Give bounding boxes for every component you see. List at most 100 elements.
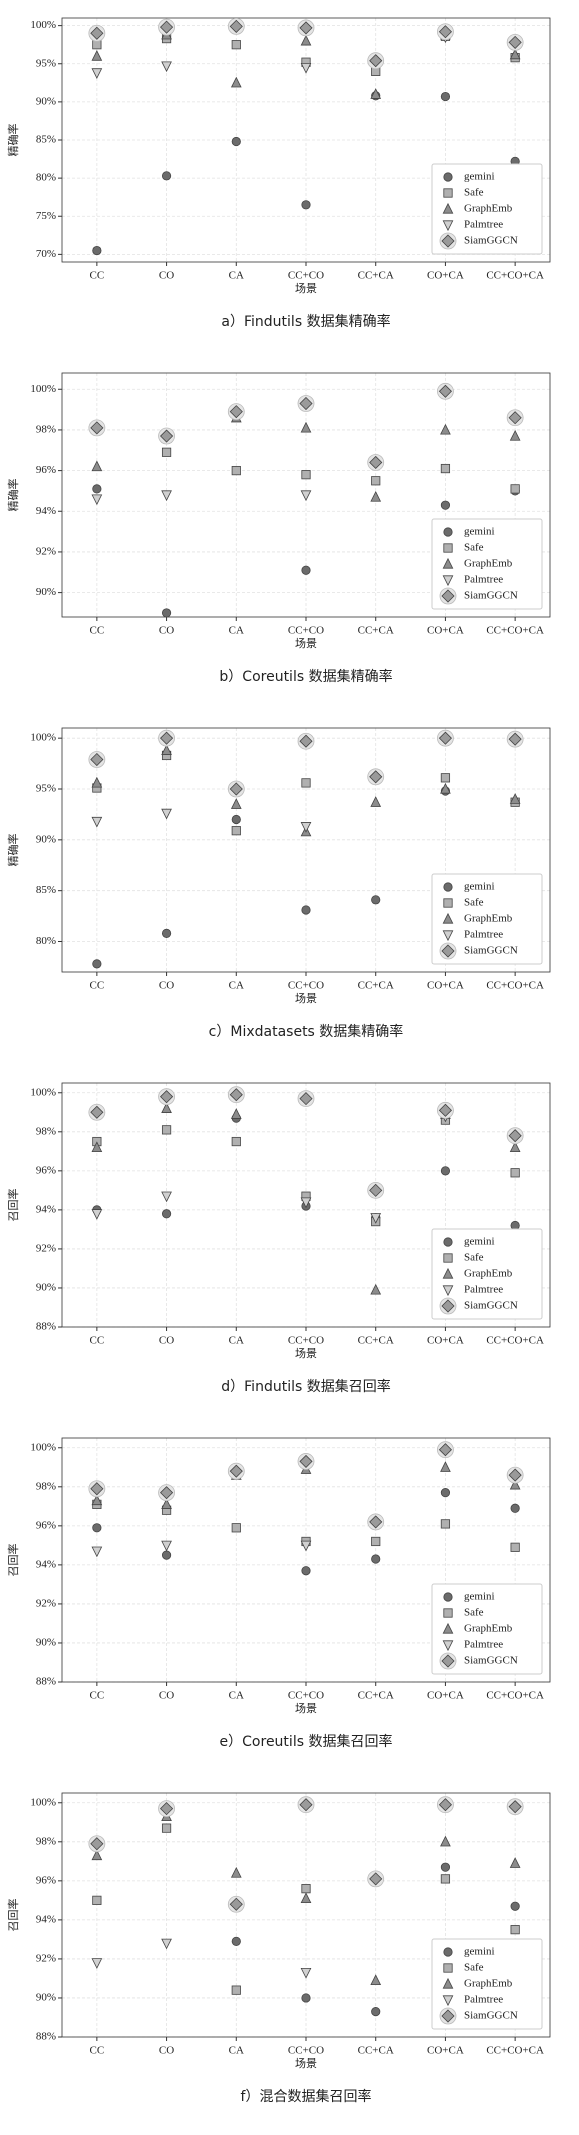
marker-shape (509, 1857, 521, 1868)
marker (509, 1478, 521, 1490)
x-tick-label: CC (90, 1335, 105, 1347)
marker (510, 484, 520, 494)
marker-shape (440, 91, 451, 102)
marker-shape (510, 1925, 520, 1935)
legend-label: GraphEmb (464, 1268, 513, 1280)
x-axis-label: 场景 (295, 1346, 317, 1360)
marker (371, 1554, 381, 1564)
marker (92, 245, 102, 256)
marker (440, 1874, 451, 1884)
marker-shape (91, 1141, 103, 1153)
marker (506, 1127, 524, 1145)
marker-shape (300, 490, 312, 502)
marker-shape (161, 808, 172, 820)
marker-shape (510, 484, 520, 494)
x-tick-label: CC+CO+CA (486, 1690, 544, 1702)
marker-shape (300, 62, 312, 74)
marker-shape (438, 731, 452, 745)
y-tick-label: 95% (36, 783, 56, 795)
marker (227, 780, 245, 798)
legend-marker (442, 1267, 454, 1279)
marker-shape (438, 1103, 452, 1117)
marker-shape (440, 1488, 451, 1498)
marker (437, 729, 454, 747)
marker (91, 1494, 103, 1506)
y-tick-label: 85% (36, 884, 56, 896)
marker-shape (91, 1494, 103, 1506)
marker (231, 40, 241, 50)
marker-shape (443, 1592, 453, 1602)
marker-shape (442, 557, 454, 569)
marker-shape (90, 1837, 104, 1851)
marker-shape (510, 1901, 520, 1911)
marker (440, 423, 451, 435)
marker (300, 34, 312, 46)
marker (367, 1181, 385, 1199)
y-tick-label: 90% (36, 833, 56, 845)
y-tick-label: 90% (36, 1281, 56, 1293)
marker-shape (300, 1197, 312, 1209)
marker (88, 751, 106, 768)
marker (161, 744, 172, 755)
marker (88, 1835, 106, 1853)
x-tick-label: CC+CO (288, 270, 324, 282)
marker (231, 1136, 241, 1147)
marker-shape (442, 912, 454, 924)
marker (300, 822, 312, 833)
marker (509, 429, 521, 441)
marker-shape (90, 752, 104, 767)
legend-marker (442, 1977, 454, 1989)
marker-shape (508, 411, 522, 425)
marker-shape (90, 1105, 104, 1119)
marker (158, 1800, 175, 1818)
marker-shape (299, 21, 313, 35)
y-tick-label: 90% (36, 586, 56, 598)
marker (161, 490, 172, 502)
marker-shape (229, 782, 243, 796)
marker (301, 1566, 311, 1576)
marker-shape (370, 1974, 382, 1985)
legend-marker (442, 912, 454, 924)
marker-shape (229, 405, 243, 419)
x-tick-label: CC (90, 625, 105, 637)
y-axis-label: 精确率 (6, 479, 20, 512)
y-tick-label: 94% (36, 1558, 56, 1570)
marker (161, 1823, 172, 1833)
marker-shape (91, 494, 103, 506)
marker-shape (160, 1802, 174, 1816)
chart-caption: b）Coreutils 数据集精确率 (219, 668, 392, 685)
x-tick-label: CC+CO (288, 1690, 324, 1702)
marker-shape (92, 484, 102, 494)
marker (231, 826, 241, 836)
marker (297, 1796, 315, 1814)
marker (371, 476, 381, 486)
marker-shape (370, 1213, 382, 1224)
marker (158, 427, 175, 445)
marker-shape (91, 460, 103, 472)
y-tick-label: 96% (36, 1519, 56, 1531)
marker (300, 1892, 312, 1904)
y-tick-label: 98% (36, 1835, 56, 1847)
marker-shape (160, 1486, 174, 1500)
marker-shape (508, 1468, 522, 1482)
marker-shape (160, 429, 174, 443)
marker (227, 1086, 245, 1104)
marker-shape (442, 1622, 454, 1634)
chart-caption: f）混合数据集召回率 (241, 2088, 372, 2105)
marker-shape (508, 35, 522, 49)
marker-shape (443, 172, 453, 182)
marker (440, 1488, 451, 1498)
marker-shape (91, 1958, 103, 1969)
x-tick-label: CO+CA (427, 1335, 464, 1347)
legend-marker (443, 1253, 453, 1263)
y-tick-label: 92% (36, 1952, 56, 1964)
marker-shape (301, 1884, 311, 1894)
marker (227, 17, 245, 35)
y-tick-label: 92% (36, 1242, 56, 1254)
legend-box (431, 163, 543, 255)
marker-shape (161, 1209, 172, 1219)
marker-shape (161, 1823, 172, 1833)
y-tick-label: 85% (36, 134, 56, 146)
marker-shape (443, 188, 453, 198)
